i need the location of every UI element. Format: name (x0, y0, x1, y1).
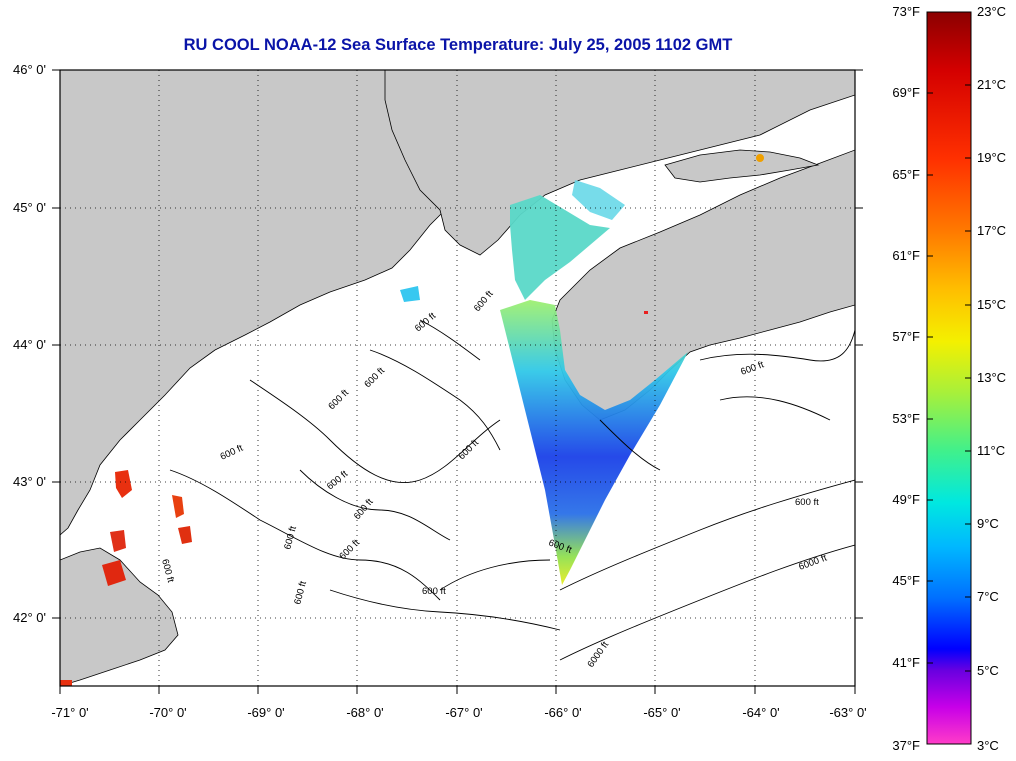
colorbar (926, 11, 972, 745)
lon-tick-label: -64° 0' (742, 705, 779, 720)
contour-label: 600 ft (422, 586, 446, 597)
lat-tick-label: 45° 0' (13, 200, 46, 215)
colorbar-f-label: 73°F (892, 4, 920, 19)
lon-tick-label: -68° 0' (346, 705, 383, 720)
colorbar-f-label: 69°F (892, 85, 920, 100)
land-pei (664, 149, 820, 183)
map-title: RU COOL NOAA-12 Sea Surface Temperature:… (183, 36, 733, 54)
tick-marks (52, 69, 863, 694)
lon-tick-label: -69° 0' (247, 705, 284, 720)
colorbar-f-label: 65°F (892, 167, 920, 182)
colorbar-c-label: 3°C (977, 738, 999, 753)
colorbar-c-label: 9°C (977, 516, 999, 531)
contour-label: 600 ft (795, 497, 819, 508)
sst-warm-patch-6 (60, 680, 72, 686)
sst-warm-patch-3 (178, 526, 192, 544)
sst-patch-small (400, 286, 420, 302)
colorbar-f-label: 57°F (892, 329, 920, 344)
sst-warm-patch-4 (102, 560, 126, 586)
colorbar-f-label: 37°F (892, 738, 920, 753)
lon-tick-label: -65° 0' (643, 705, 680, 720)
sst-swath-fundy-upper (572, 180, 625, 220)
bathymetry-contours (169, 319, 855, 661)
colorbar-f-label: 45°F (892, 573, 920, 588)
colorbar-c-label: 17°C (977, 223, 1006, 238)
colorbar-f-label: 61°F (892, 248, 920, 263)
sst-warm-patch-1 (115, 470, 132, 498)
colorbar-c-label: 15°C (977, 297, 1006, 312)
colorbar-ticks (927, 84, 971, 672)
lon-tick-label: -71° 0' (51, 705, 88, 720)
land-cape-cod (60, 547, 179, 686)
sst-swath-main (500, 300, 688, 585)
sst-warm-patch-2 (172, 495, 184, 518)
colorbar-c-label: 19°C (977, 150, 1006, 165)
colorbar-c-label: 21°C (977, 77, 1006, 92)
colorbar-f-label: 53°F (892, 411, 920, 426)
lat-tick-label: 44° 0' (13, 337, 46, 352)
colorbar-c-label: 13°C (977, 370, 1006, 385)
colorbar-f-label: 41°F (892, 655, 920, 670)
colorbar-f-label: 49°F (892, 492, 920, 507)
sst-warm-dot (756, 154, 764, 162)
lat-tick-label: 46° 0' (13, 62, 46, 77)
lat-tick-label: 43° 0' (13, 474, 46, 489)
lon-tick-label: -67° 0' (445, 705, 482, 720)
sst-red-dot (644, 311, 648, 314)
colorbar-c-label: 23°C (977, 4, 1006, 19)
lon-tick-label: -70° 0' (149, 705, 186, 720)
colorbar-c-label: 11°C (977, 443, 1005, 458)
lat-tick-label: 42° 0' (13, 610, 46, 625)
colorbar-c-label: 5°C (977, 663, 999, 678)
colorbar-c-label: 7°C (977, 589, 999, 604)
sst-swath-fundy (510, 195, 610, 300)
lon-tick-label: -66° 0' (544, 705, 581, 720)
lon-tick-label: -63° 0' (829, 705, 866, 720)
sst-warm-patch-5 (110, 530, 126, 552)
